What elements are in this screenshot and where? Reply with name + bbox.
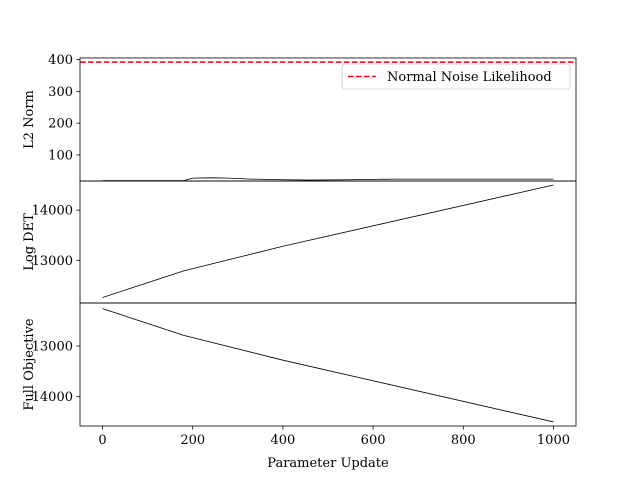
legend-box	[341, 63, 571, 90]
y-tick-label-1-0: 13000	[32, 254, 73, 269]
y-tick-label-0-2: 300	[48, 85, 73, 100]
x-axis-label: Parameter Update	[267, 456, 389, 471]
x-tick-label-5: 1000	[537, 433, 570, 448]
x-tick-label-3: 600	[361, 433, 386, 448]
series-line-2-0	[102, 308, 554, 423]
y-tick-label-0-3: 400	[48, 53, 73, 68]
series-line-1-0	[102, 184, 554, 298]
legend-label: Normal Noise Likelihood	[387, 70, 552, 85]
y-tick-label-0-1: 200	[48, 117, 73, 132]
y-axis-label-2: Full Objective	[22, 318, 37, 411]
axes-frame-1	[79, 180, 577, 304]
x-tick-label-0: 0	[98, 433, 106, 448]
y-tick-label-2-0: 13000	[32, 340, 73, 355]
axes-frame-2	[79, 302, 577, 427]
series-line-0-0	[102, 177, 554, 181]
l2-norm-panel: 100 200 300 400 L2 Norm Normal Noise Likeliho…	[22, 53, 577, 182]
x-tick-label-1: 200	[180, 433, 205, 448]
y-tick-label-0-0: 100	[48, 148, 73, 163]
legend: Normal Noise Likelihood	[341, 63, 571, 90]
y-axis-label-1: Log DET	[22, 213, 37, 271]
y-tick-label-2-1: 14000	[32, 390, 73, 405]
x-tick-label-4: 800	[451, 433, 476, 448]
y-axis-label-0: L2 Norm	[22, 90, 37, 149]
y-tick-label-1-1: 14000	[32, 204, 73, 219]
x-tick-label-2: 400	[270, 433, 295, 448]
